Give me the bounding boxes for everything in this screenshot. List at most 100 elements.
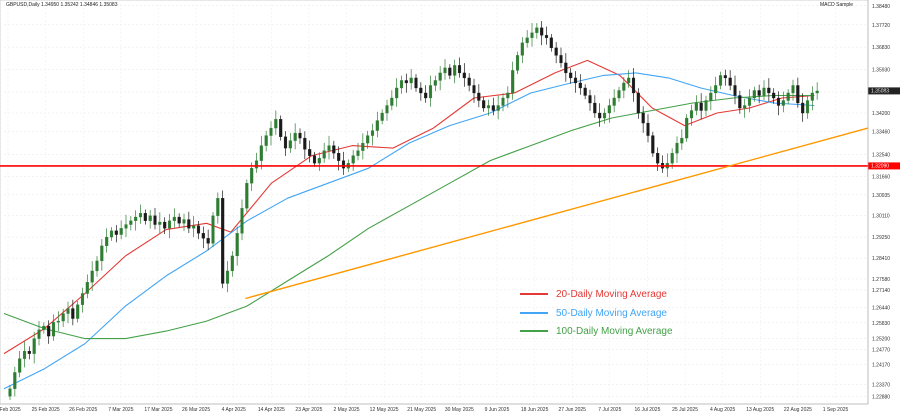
candle — [462, 63, 466, 87]
candle — [240, 199, 244, 241]
candle-body — [772, 92, 776, 99]
candle-body — [805, 100, 810, 114]
candle-body — [438, 72, 442, 81]
candle — [409, 69, 413, 90]
candle — [375, 111, 379, 138]
candle-body — [564, 62, 568, 74]
x-axis: 7 Feb 2025 25 Feb 2025 26 Feb 2025 7 Mar 20… — [0, 403, 868, 413]
x-tick-label: 13 Aug 2025 — [746, 407, 774, 413]
y-tick-label: 1.31660 — [872, 175, 890, 181]
candle — [250, 162, 254, 191]
candle-body — [796, 85, 800, 104]
candle-body — [337, 152, 341, 161]
horizontal-level-label: 1.32090 — [871, 164, 889, 170]
candle-body — [177, 216, 181, 224]
candle — [182, 213, 186, 232]
candle — [564, 53, 568, 82]
candle — [269, 121, 273, 146]
candle — [163, 217, 167, 235]
candle — [187, 211, 191, 234]
candle — [105, 228, 109, 253]
candle — [656, 147, 660, 171]
candle — [143, 209, 147, 225]
candle-body — [559, 55, 563, 64]
y-tick-label: 1.30935 — [872, 193, 890, 199]
candle-body — [496, 105, 500, 111]
x-tick-label: 30 May 2025 — [445, 407, 474, 413]
candle — [704, 95, 708, 117]
y-axis: 1.38480 1.37720 1.36830 1.35930 1.35040 1.342… — [867, 0, 890, 404]
candle — [216, 192, 220, 224]
candle-body — [37, 329, 41, 339]
candle-body — [535, 27, 539, 33]
grid-layer — [4, 4, 866, 400]
candle — [211, 212, 215, 248]
candle — [61, 308, 65, 327]
candle — [254, 152, 259, 173]
x-tick-label: 23 Apr 2025 — [295, 407, 322, 413]
candle — [279, 115, 283, 141]
candle-body — [308, 149, 312, 156]
candle — [781, 91, 785, 113]
horizontal-level-tag — [868, 162, 900, 170]
y-tick-label: 1.25830 — [872, 321, 890, 327]
candle-body — [95, 260, 99, 272]
candle-body — [636, 92, 640, 114]
candle-body — [399, 80, 404, 89]
candle-body — [288, 140, 292, 149]
candle — [612, 89, 616, 113]
candle-body — [216, 198, 220, 216]
candle — [443, 59, 447, 80]
x-tick-label: 12 May 2025 — [370, 407, 399, 413]
candle-body — [163, 221, 167, 229]
candle-body — [675, 142, 679, 154]
candle — [124, 214, 128, 238]
candle — [356, 142, 360, 161]
candle — [641, 106, 645, 133]
candle-body — [390, 97, 394, 106]
candle-body — [100, 245, 104, 262]
candle-body — [598, 112, 602, 119]
candle-body — [61, 313, 65, 322]
candle-body — [66, 308, 70, 314]
candle-body — [370, 130, 375, 136]
overlay-layer: 1.32090 1.35083 — [0, 87, 900, 300]
current-price-tag — [868, 87, 900, 95]
candle — [22, 341, 27, 368]
candle-body — [718, 75, 723, 86]
candle — [607, 98, 611, 123]
candle-body — [453, 65, 457, 76]
candle — [772, 88, 776, 104]
candle-body — [27, 350, 31, 354]
legend: 20-Daily Moving Average 50-Daily Moving … — [520, 289, 673, 337]
y-tick-label: 1.27140 — [872, 288, 890, 294]
candle-body — [119, 228, 123, 235]
candle-body — [680, 137, 684, 144]
x-tick-label: 7 Jul 2025 — [598, 407, 621, 413]
candle — [259, 135, 263, 170]
candle-body — [786, 92, 790, 101]
candle-body — [472, 85, 476, 94]
candle — [482, 96, 486, 112]
y-tick-label: 1.34200 — [872, 111, 890, 117]
candle-body — [728, 77, 732, 86]
candle — [288, 132, 292, 153]
candle-body — [8, 388, 12, 397]
candle — [177, 213, 181, 228]
candle — [196, 221, 201, 240]
x-tick-label: 9 Jun 2025 — [485, 407, 510, 413]
ma20-line — [3, 59, 815, 355]
x-tick-label: 7 Feb 2025 — [0, 407, 21, 413]
candle — [757, 84, 761, 104]
x-tick-label: 1 Sep 2025 — [823, 407, 849, 413]
candle — [129, 216, 133, 231]
candle-body — [274, 119, 278, 129]
candle-body — [264, 135, 268, 146]
candle-body — [757, 90, 761, 96]
candle-body — [322, 150, 326, 159]
candle-body — [656, 152, 660, 164]
candle — [651, 131, 655, 157]
y-tick-label: 1.30110 — [872, 214, 890, 220]
candle — [395, 78, 399, 107]
